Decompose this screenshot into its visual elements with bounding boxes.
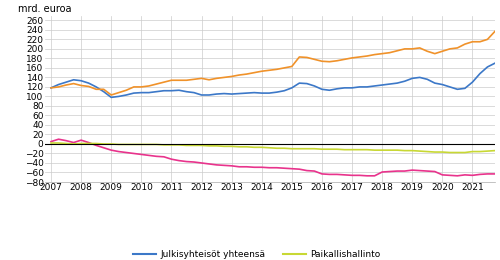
Y-axis label: mrd. euroa: mrd. euroa xyxy=(18,4,72,14)
Legend: Julkisyhteisöt yhteensä, Valtionhallinto, Paikallishallinto, Sosiaaliturvarahast: Julkisyhteisöt yhteensä, Valtionhallinto… xyxy=(133,250,407,260)
